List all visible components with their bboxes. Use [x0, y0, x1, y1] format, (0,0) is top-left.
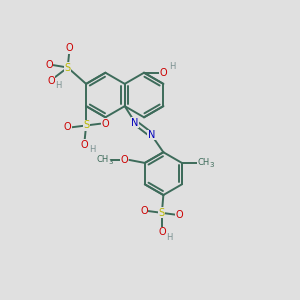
- Text: O: O: [45, 60, 53, 70]
- Text: O: O: [64, 122, 71, 132]
- Text: O: O: [160, 68, 167, 78]
- Text: S: S: [64, 62, 71, 73]
- Text: CH: CH: [197, 158, 209, 167]
- Text: O: O: [101, 119, 109, 129]
- Text: H: H: [166, 233, 172, 242]
- Text: N: N: [131, 118, 139, 128]
- Text: H: H: [55, 81, 62, 90]
- Text: 3: 3: [109, 159, 113, 165]
- Text: H: H: [169, 62, 176, 71]
- Text: O: O: [176, 210, 184, 220]
- Text: O: O: [140, 206, 148, 216]
- Text: S: S: [83, 121, 89, 130]
- Text: O: O: [47, 76, 55, 85]
- Text: O: O: [120, 155, 128, 165]
- Text: O: O: [81, 140, 88, 150]
- Text: 3: 3: [209, 162, 214, 168]
- Text: N: N: [148, 130, 155, 140]
- Text: O: O: [158, 227, 166, 237]
- Text: S: S: [159, 208, 165, 218]
- Text: CH: CH: [97, 155, 109, 164]
- Text: H: H: [89, 145, 96, 154]
- Text: O: O: [65, 43, 73, 53]
